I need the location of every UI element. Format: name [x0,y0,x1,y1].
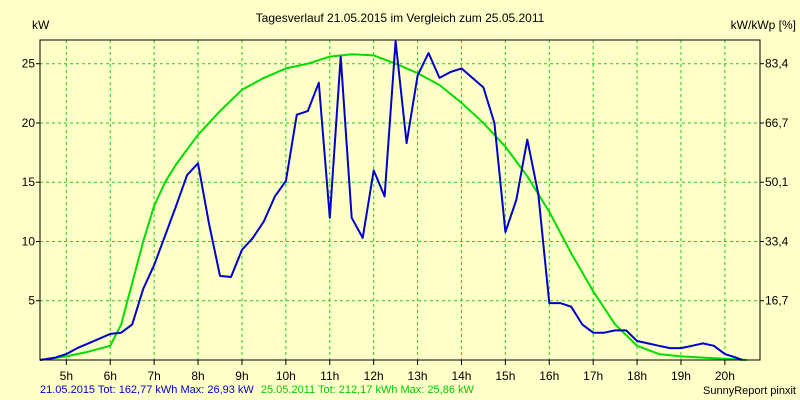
x-tick-label: 5h [60,369,73,383]
y-right-label: kW/kWp [%] [731,18,796,32]
x-tick-label: 9h [235,369,248,383]
series-group [39,40,747,361]
y-left-label: kW [32,18,50,32]
x-tick-label: 12h [364,369,384,383]
chart-title: Tagesverlauf 21.05.2015 im Vergleich zum… [256,11,545,25]
y-left-tick-label: 25 [22,57,36,71]
y-right-tick-label: 83,4 [765,57,789,71]
grid [40,40,760,360]
series-line-1 [39,40,743,361]
y-left-tick-label: 5 [28,294,35,308]
y-left-tick-label: 15 [22,175,36,189]
x-tick-label: 14h [451,369,471,383]
y-right-tick-label: 33,4 [765,234,789,248]
legend-series2: 25.05.2011 Tot: 212,17 kWh Max: 25,86 kW [261,384,475,396]
x-tick-label: 17h [583,369,603,383]
x-tick-label: 10h [276,369,296,383]
y-right-tick-label: 66,7 [765,116,789,130]
x-tick-label: 7h [147,369,160,383]
x-tick-label: 13h [408,369,428,383]
y-right-tick-label: 50,1 [765,175,789,189]
y-right-tick-labels: 16,7 33,4 50,1 66,7 83,4 [760,57,789,308]
x-tick-label: 11h [320,369,339,383]
y-left-tick-labels: 5 10 15 20 25 [22,57,40,308]
x-tick-label: 16h [539,369,559,383]
legend-series1: 21.05.2015 Tot: 162,77 kWh Max: 26,93 kW [40,384,254,396]
x-tick-labels: 5h 6h 7h 8h 9h 10h 11h 12h 13h 14h 15h 16h 17h 18h 19h… [60,360,735,383]
plot-frame [39,39,761,361]
x-tick-label: 6h [104,369,117,383]
y-left-tick-label: 20 [22,116,36,130]
y-right-tick-label: 16,7 [765,294,789,308]
brand-label: SunnyReport pinxit [703,385,796,397]
x-tick-label: 20h [715,369,735,383]
x-tick-label: 8h [191,369,204,383]
x-tick-label: 18h [627,369,647,383]
series-line-2 [39,53,747,361]
x-tick-label: 15h [495,369,515,383]
x-tick-label: 19h [671,369,691,383]
y-left-tick-label: 10 [22,234,36,248]
legend-row: 21.05.2015 Tot: 162,77 kWh Max: 26,93 kW… [40,384,474,396]
